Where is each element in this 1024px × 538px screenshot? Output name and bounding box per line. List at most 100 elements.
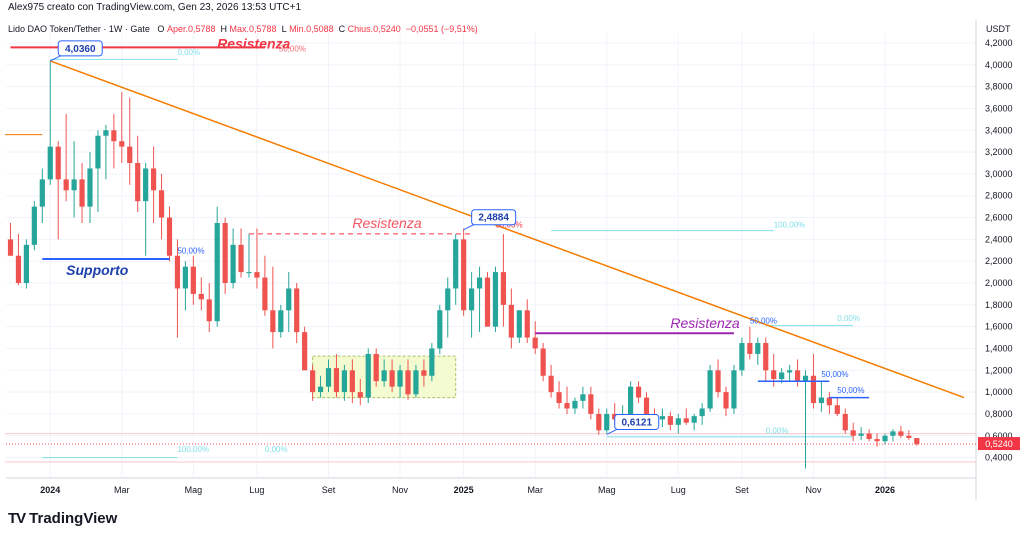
candle-body [238, 244, 244, 273]
y-tick-label: 3,2000 [985, 147, 1013, 157]
candle-body [445, 288, 451, 311]
candle-body [699, 408, 705, 417]
candle-body [429, 348, 435, 376]
y-tick-label: 0,4000 [985, 453, 1013, 463]
candle-body [294, 288, 300, 333]
candle-body [31, 206, 37, 245]
last-price-label: 0,5240 [985, 439, 1013, 449]
y-tick-label: 3,6000 [985, 103, 1013, 113]
candle-body [564, 403, 570, 409]
low-value: Min.0,5088 [289, 24, 334, 34]
candle-body [365, 353, 371, 398]
fib-label: 50,00% [177, 247, 204, 256]
candle-body [341, 370, 347, 393]
fib-label: 0,00% [177, 48, 200, 57]
x-tick-label: 2024 [40, 485, 60, 495]
tradingview-logo[interactable]: TV TradingView [8, 510, 117, 527]
callout-label: 4,0360 [65, 44, 96, 55]
candle-body [111, 130, 117, 142]
tv-icon: TV [8, 510, 26, 527]
candle-body [151, 168, 157, 191]
open-label: O [157, 24, 165, 34]
y-tick-label: 3,8000 [985, 82, 1013, 92]
candle-body [484, 277, 491, 327]
candle-body [588, 394, 594, 414]
candle-body [691, 416, 697, 423]
fib-label: 100,00% [774, 220, 806, 229]
candle-body [572, 400, 578, 409]
x-tick-label: Mar [527, 485, 543, 495]
y-tick-label: 1,4000 [985, 343, 1013, 353]
candle-body [349, 370, 355, 393]
y-tick-label: 3,0000 [985, 169, 1013, 179]
currency-label: USDT [986, 24, 1011, 34]
candle-body [405, 370, 411, 395]
candle-body [214, 223, 220, 322]
fib-label: 50,00% [821, 370, 848, 379]
candle-body [135, 163, 141, 202]
fib-label: 0,00% [265, 445, 288, 454]
candle-body [540, 348, 546, 376]
candle-body [707, 370, 713, 409]
candle-body [771, 370, 777, 380]
x-tick-label: Set [735, 485, 749, 495]
y-tick-label: 2,2000 [985, 256, 1013, 266]
axes: 4,2000 4,0000 3,8000 3,6000 3,4000 3,2000 3,00… [6, 20, 1020, 500]
trend-line [49, 60, 965, 399]
candle-body [254, 272, 260, 278]
resistance-right-label: Resistenza [670, 315, 739, 331]
callout-box [614, 413, 660, 430]
callout-label: 0,6121 [621, 417, 652, 428]
candle-body [739, 343, 745, 371]
candle-body [198, 293, 204, 300]
candle-body [270, 310, 276, 333]
candle-body [182, 266, 188, 289]
fib-label: 0,00% [766, 427, 789, 436]
candle-body [580, 394, 586, 401]
candle-body [882, 435, 888, 442]
candle-body [683, 418, 689, 423]
y-tick-label: 2,6000 [985, 213, 1013, 223]
symbol-name: Lido DAO Token/Tether · 1W · Gate [8, 24, 150, 34]
candle-body [333, 368, 340, 393]
y-tick-label: 2,8000 [985, 191, 1013, 201]
candles [7, 60, 920, 469]
candle-body [55, 146, 61, 180]
callout-box [57, 40, 103, 57]
y-tick-label: 1,6000 [985, 322, 1013, 332]
close-label: C [338, 24, 346, 34]
y-tick-label: 4,2000 [985, 38, 1013, 48]
candle-body [143, 168, 149, 202]
candle-body [39, 179, 45, 207]
candle-body [763, 343, 769, 371]
candle-body [63, 179, 69, 191]
candle-body [47, 146, 53, 180]
change-value: −0,0551 (−9,51%) [405, 24, 478, 34]
candle-body [794, 370, 801, 382]
candle-body [628, 386, 634, 414]
candle-body [556, 392, 562, 404]
candle-body [190, 266, 196, 294]
close-value: Chius.0,5240 [347, 24, 401, 34]
x-tick-label: Lug [671, 485, 686, 495]
candle-body [667, 416, 673, 425]
candle-body [174, 255, 181, 289]
candle-body [834, 405, 840, 414]
y-tick-label: 1,8000 [985, 300, 1013, 310]
x-tick-label: Lug [249, 485, 264, 495]
high-value: Max.0,5788 [229, 24, 277, 34]
candle-body [397, 370, 403, 387]
candle-body [802, 375, 809, 382]
candle-body [389, 370, 395, 387]
x-tick-label: Mag [598, 485, 616, 495]
candle-body [492, 272, 499, 327]
candle-body [127, 146, 133, 164]
fib-label: 50,00% [837, 386, 864, 395]
support-label: Supporto [66, 262, 129, 278]
candle-body [747, 343, 753, 354]
candle-body [715, 370, 721, 393]
candle-body [755, 343, 761, 354]
candle-body [166, 217, 173, 256]
grid [6, 33, 976, 478]
